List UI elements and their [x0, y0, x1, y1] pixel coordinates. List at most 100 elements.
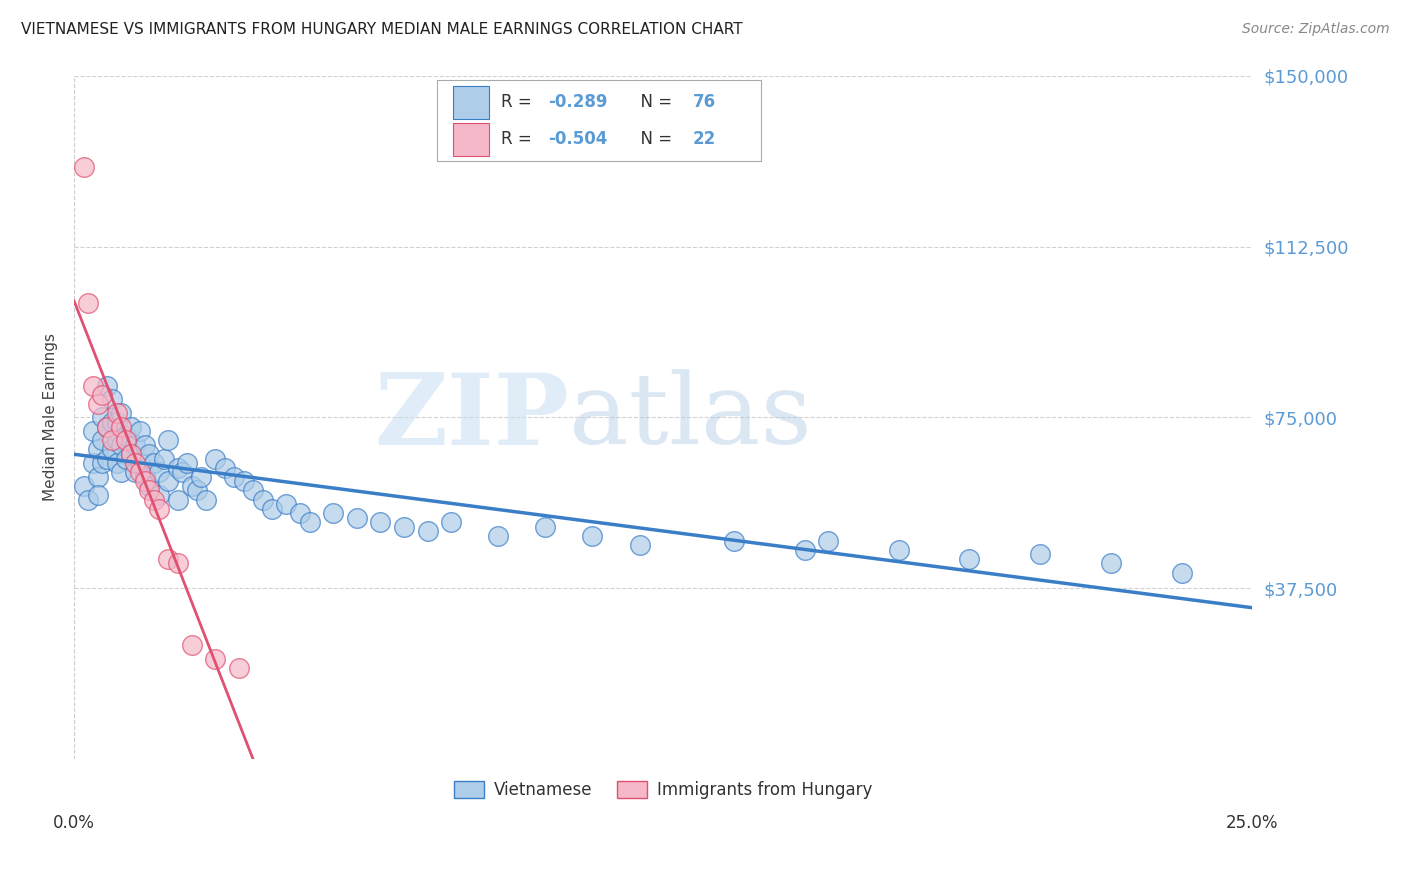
Point: [157, 434, 180, 448]
Point: [204, 451, 226, 466]
Point: [96, 451, 118, 466]
Point: [115, 451, 138, 466]
Point: [534, 520, 557, 534]
Point: [86, 442, 108, 457]
Point: [101, 392, 124, 407]
Text: 76: 76: [693, 93, 716, 112]
Point: [887, 542, 910, 557]
Point: [134, 475, 156, 489]
Point: [176, 456, 198, 470]
Text: 0.0%: 0.0%: [53, 814, 96, 832]
Point: [322, 506, 344, 520]
Point: [124, 456, 146, 470]
Point: [290, 506, 312, 520]
Point: [392, 520, 415, 534]
Text: 25.0%: 25.0%: [1226, 814, 1278, 832]
Point: [143, 492, 166, 507]
Point: [172, 465, 194, 479]
FancyBboxPatch shape: [437, 80, 761, 161]
Point: [416, 524, 439, 539]
Point: [204, 652, 226, 666]
Point: [120, 447, 142, 461]
Point: [138, 479, 160, 493]
Point: [440, 516, 463, 530]
Point: [82, 456, 104, 470]
Point: [581, 529, 603, 543]
Point: [120, 447, 142, 461]
Point: [110, 406, 132, 420]
Point: [224, 469, 246, 483]
Point: [166, 557, 188, 571]
Point: [82, 424, 104, 438]
Point: [120, 419, 142, 434]
Point: [101, 434, 124, 448]
Point: [346, 510, 368, 524]
Point: [96, 378, 118, 392]
Point: [166, 492, 188, 507]
Point: [1029, 547, 1052, 561]
Text: -0.289: -0.289: [548, 93, 607, 112]
FancyBboxPatch shape: [454, 123, 489, 155]
Point: [134, 469, 156, 483]
Point: [115, 428, 138, 442]
Point: [101, 415, 124, 429]
Point: [96, 419, 118, 434]
Text: 22: 22: [693, 130, 716, 148]
Point: [105, 456, 128, 470]
Point: [82, 378, 104, 392]
Point: [143, 456, 166, 470]
Text: VIETNAMESE VS IMMIGRANTS FROM HUNGARY MEDIAN MALE EARNINGS CORRELATION CHART: VIETNAMESE VS IMMIGRANTS FROM HUNGARY ME…: [21, 22, 742, 37]
Text: ZIP: ZIP: [374, 369, 569, 466]
Point: [105, 406, 128, 420]
Point: [77, 492, 100, 507]
Point: [129, 456, 152, 470]
Text: -0.504: -0.504: [548, 130, 607, 148]
Point: [148, 501, 170, 516]
Legend: Vietnamese, Immigrants from Hungary: Vietnamese, Immigrants from Hungary: [447, 774, 879, 805]
Point: [86, 397, 108, 411]
Point: [86, 469, 108, 483]
Point: [195, 492, 218, 507]
Point: [77, 296, 100, 310]
Point: [129, 424, 152, 438]
Text: N =: N =: [630, 130, 678, 148]
Point: [628, 538, 651, 552]
Point: [180, 479, 202, 493]
Text: Source: ZipAtlas.com: Source: ZipAtlas.com: [1241, 22, 1389, 37]
Point: [105, 415, 128, 429]
Point: [91, 387, 114, 401]
Point: [86, 488, 108, 502]
Point: [91, 410, 114, 425]
Point: [138, 483, 160, 498]
Point: [1099, 557, 1122, 571]
Point: [232, 475, 254, 489]
Point: [157, 475, 180, 489]
Point: [370, 516, 392, 530]
Point: [190, 469, 212, 483]
Point: [723, 533, 745, 548]
Point: [793, 542, 815, 557]
Point: [228, 661, 250, 675]
Point: [298, 516, 321, 530]
Point: [105, 434, 128, 448]
Point: [252, 492, 274, 507]
Point: [91, 456, 114, 470]
Text: N =: N =: [630, 93, 678, 112]
Point: [72, 479, 94, 493]
Point: [276, 497, 298, 511]
Point: [148, 488, 170, 502]
Point: [96, 419, 118, 434]
Text: atlas: atlas: [569, 369, 811, 466]
Point: [124, 465, 146, 479]
Point: [214, 460, 236, 475]
Point: [180, 639, 202, 653]
Point: [115, 434, 138, 448]
Point: [134, 438, 156, 452]
Point: [138, 447, 160, 461]
Point: [110, 419, 132, 434]
Text: R =: R =: [501, 130, 537, 148]
Point: [124, 438, 146, 452]
Point: [166, 460, 188, 475]
Point: [110, 465, 132, 479]
Point: [72, 160, 94, 174]
